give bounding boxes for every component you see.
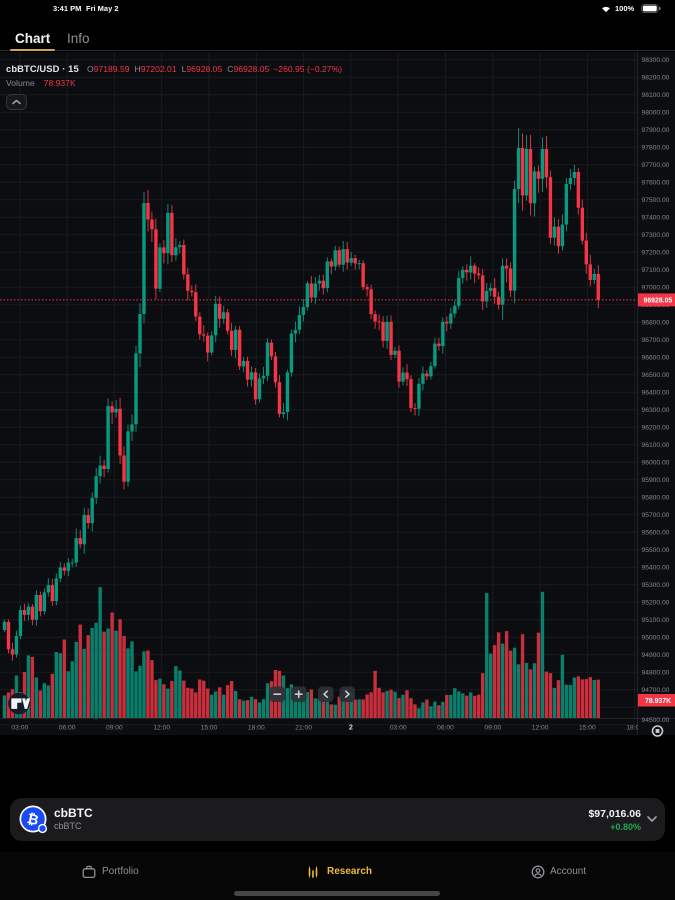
svg-text:94500.00: 94500.00 — [642, 717, 670, 724]
svg-text:96500.00: 96500.00 — [642, 372, 670, 379]
svg-text:97000.00: 97000.00 — [642, 285, 670, 292]
svg-text:94700.00: 94700.00 — [642, 687, 670, 694]
svg-text:96200.00: 96200.00 — [642, 425, 670, 432]
svg-text:09:00: 09:00 — [106, 725, 123, 732]
svg-text:98000.00: 98000.00 — [642, 110, 670, 117]
svg-text:96000.00: 96000.00 — [642, 460, 670, 467]
svg-text:98300.00: 98300.00 — [642, 57, 670, 64]
svg-text:97800.00: 97800.00 — [642, 145, 670, 152]
svg-text:96700.00: 96700.00 — [642, 337, 670, 344]
svg-text:06:00: 06:00 — [59, 725, 76, 732]
svg-text:97900.00: 97900.00 — [642, 127, 670, 134]
svg-text:96400.00: 96400.00 — [642, 390, 670, 397]
svg-text:2: 2 — [349, 723, 353, 732]
svg-text:15:00: 15:00 — [579, 725, 596, 732]
svg-text:12:00: 12:00 — [532, 725, 549, 732]
svg-text:95000.00: 95000.00 — [642, 635, 670, 642]
svg-text:09:00: 09:00 — [484, 725, 501, 732]
svg-text:21:00: 21:00 — [295, 725, 312, 732]
svg-text:18:00: 18:00 — [248, 725, 265, 732]
svg-text:97100.00: 97100.00 — [642, 267, 670, 274]
svg-text:95500.00: 95500.00 — [642, 547, 670, 554]
svg-text:95800.00: 95800.00 — [642, 495, 670, 502]
svg-text:18:00: 18:00 — [626, 725, 643, 732]
svg-text:98200.00: 98200.00 — [642, 75, 670, 82]
svg-text:97300.00: 97300.00 — [642, 232, 670, 239]
svg-text:95300.00: 95300.00 — [642, 582, 670, 589]
svg-text:97200.00: 97200.00 — [642, 250, 670, 257]
svg-text:12:00: 12:00 — [153, 725, 170, 732]
svg-text:₿: ₿ — [26, 810, 41, 828]
svg-text:97400.00: 97400.00 — [642, 215, 670, 222]
svg-text:96100.00: 96100.00 — [642, 442, 670, 449]
svg-text:98100.00: 98100.00 — [642, 92, 670, 99]
svg-text:78.937K: 78.937K — [645, 698, 671, 705]
svg-text:06:00: 06:00 — [437, 725, 454, 732]
svg-text:95700.00: 95700.00 — [642, 512, 670, 519]
svg-text:97700.00: 97700.00 — [642, 162, 670, 169]
svg-text:94900.00: 94900.00 — [642, 652, 670, 659]
svg-text:96928.05: 96928.05 — [644, 297, 673, 304]
svg-text:97600.00: 97600.00 — [642, 180, 670, 187]
svg-text:03:00: 03:00 — [390, 725, 407, 732]
svg-text:96300.00: 96300.00 — [642, 407, 670, 414]
svg-text:96800.00: 96800.00 — [642, 320, 670, 327]
svg-text:95600.00: 95600.00 — [642, 530, 670, 537]
svg-text:95200.00: 95200.00 — [642, 600, 670, 607]
svg-text:95900.00: 95900.00 — [642, 477, 670, 484]
svg-text:97500.00: 97500.00 — [642, 197, 670, 204]
svg-text:95400.00: 95400.00 — [642, 565, 670, 572]
svg-text:94800.00: 94800.00 — [642, 670, 670, 677]
svg-text:03:00: 03:00 — [11, 725, 28, 732]
svg-text:95100.00: 95100.00 — [642, 617, 670, 624]
svg-text:96600.00: 96600.00 — [642, 355, 670, 362]
svg-text:15:00: 15:00 — [201, 725, 218, 732]
